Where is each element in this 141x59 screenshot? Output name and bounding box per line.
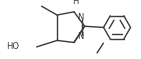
Text: HO: HO (6, 42, 19, 51)
Text: N: N (77, 13, 83, 22)
Text: N: N (77, 33, 83, 41)
Text: H: H (72, 0, 78, 6)
